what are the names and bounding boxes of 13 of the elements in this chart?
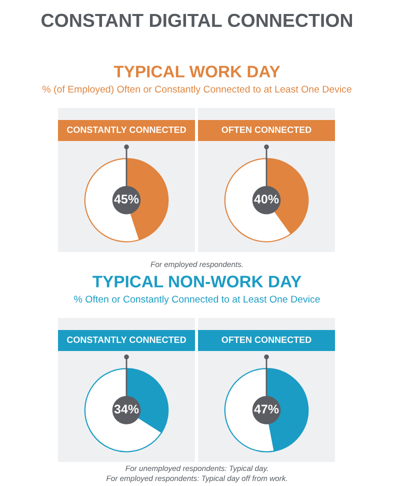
chart-title: CONSTANTLY CONNECTED [67,126,186,133]
text: CONSTANT DIGITAL CONNECTION [42,14,352,28]
data-label: 34% [114,404,139,414]
text: TYPICAL NON-WORK DAY [92,276,302,288]
chart-title: CONSTANTLY CONNECTED [67,336,186,343]
data-label: 45% [114,194,139,204]
data-label: 40% [254,194,279,204]
chart-title: OFTEN CONNECTED [222,126,312,133]
text: % Often or Constantly Connected to at Least One Device [74,295,320,305]
text: % (of Employed) Often or Constantly Connected to at Least One Device [42,85,352,95]
text: TYPICAL WORK DAY [114,66,280,78]
chart-title: OFTEN CONNECTED [222,336,312,343]
data-label: 47% [254,404,279,414]
